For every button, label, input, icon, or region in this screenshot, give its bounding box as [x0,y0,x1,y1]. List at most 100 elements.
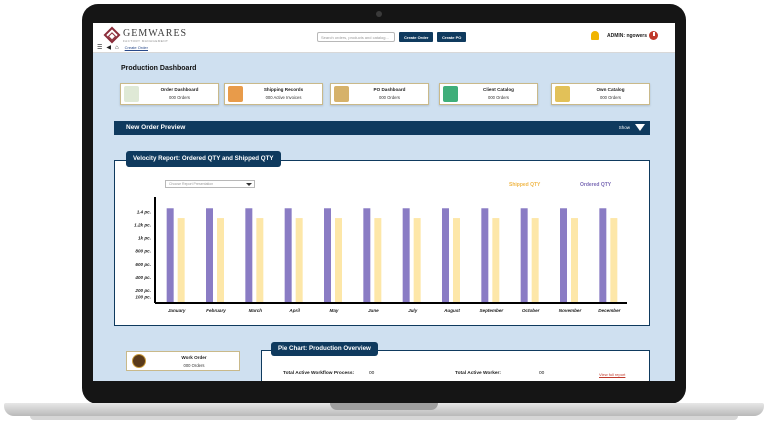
client-catalog-card[interactable]: Client Catalog 000 Orders [439,83,538,105]
work-order-sub: 000 Orders [183,363,205,368]
own-catalog-card[interactable]: Own Catalog 000 Orders [551,83,650,105]
page-title: Production Dashboard [121,65,197,72]
ordered-qty-bar [560,208,567,303]
client-catalog-icon [443,86,458,102]
work-order-title: Work Order [181,355,207,360]
select-arrow-icon [246,183,252,186]
nav-icons: ☰ ◀ ⌂ Create Order [97,44,148,52]
create-order-button[interactable]: Create Order [399,32,434,42]
shipped-qty-bar [295,218,303,303]
shipped-qty-bar [531,218,539,303]
ordered-qty-bar [206,208,213,303]
card-title: Client Catalog [483,87,514,92]
bell-icon[interactable] [591,31,599,40]
legend-shipped: Shipped QTY [509,182,541,188]
create-order-link[interactable]: Create Order [124,45,148,50]
top-bar: GEMWARES FACTORY MANAGEMENT ☰ ◀ ⌂ Create… [93,23,675,53]
y-tick-label: 100 pc. [135,294,151,299]
worker-label: Total Active Worker: [455,371,502,376]
select-placeholder: Choose Report Presentation [169,182,214,186]
card-sub: 000 Orders [488,95,509,100]
x-tick-label: May [330,308,339,313]
work-order-icon [132,354,146,368]
shipped-qty-bar [571,218,578,303]
show-toggle[interactable]: Show [618,125,630,130]
shipping-records-card[interactable]: Shipping Records 000 Active Invoices [224,83,323,105]
velocity-chart: 100 pc.200 pc. 400 pc. 600 pc. 800 pc. 1k pc… [134,197,627,313]
x-tick-label: October [522,308,540,313]
ordered-qty-bar [324,208,331,303]
y-tick-label: 200 pc. [134,288,151,293]
shipped-qty-bar [256,218,264,303]
legend-ordered: Ordered QTY [580,182,612,188]
x-tick-label: July [408,308,418,313]
workflow-value: 00 [369,371,375,376]
ordered-qty-bar [402,208,410,303]
card-sub: 000 Active Invoices [265,95,302,100]
x-tick-label: September [479,308,503,313]
ordered-qty-bar [599,208,607,303]
ordered-qty-bar [363,208,371,303]
new-order-preview-bar[interactable]: New Order Preview Show [114,121,650,135]
menu-icon[interactable]: ☰ [97,45,103,51]
card-title: PO Dashboard [373,87,406,92]
ordered-qty-bar [245,208,253,303]
shipped-qty-bar [413,218,421,303]
x-tick-label: August [443,308,460,313]
ordered-qty-bar [284,208,292,303]
po-document-icon [334,86,349,102]
report-presentation-select[interactable]: Choose Report Presentation [165,180,255,188]
preview-title: New Order Preview [126,124,186,131]
y-tick-label: 600 pc. [135,262,151,267]
chart-title: Velocity Report: Ordered QTY and Shipped… [126,151,281,167]
y-tick-label: 1.4 pc. [137,210,151,215]
card-title: Order Dashboard [160,87,199,92]
laptop-notch [330,403,438,410]
search-input[interactable]: Search orders, products and catalog... [317,32,395,42]
x-tick-label: March [249,308,263,313]
camera-icon [376,11,382,17]
shipped-qty-bar [453,218,460,303]
shipped-qty-bar [177,218,185,303]
logo-tagline: FACTORY MANAGEMENT [123,39,169,43]
app-screen: GEMWARES FACTORY MANAGEMENT ☰ ◀ ⌂ Create… [93,23,675,381]
y-tick-label: 1k pc. [138,236,151,241]
x-tick-label: February [206,308,226,313]
x-tick-label: April [288,308,300,313]
view-full-report-link[interactable]: View full report [599,372,626,377]
shipped-qty-bar [335,218,342,303]
x-tick-label: June [368,308,379,313]
po-dashboard-card[interactable]: PO Dashboard 000 Orders [330,83,429,105]
admin-label[interactable]: ADMIN: ngowers [607,33,647,39]
clipboard-icon [124,86,139,102]
back-icon[interactable]: ◀ [106,45,112,51]
order-dashboard-card[interactable]: Order Dashboard 000 Orders [120,83,219,105]
card-title: Shipping Records [263,87,304,92]
power-icon[interactable] [649,31,658,40]
y-tick-label: 400 pc. [134,275,151,280]
home-icon[interactable]: ⌂ [115,44,119,51]
work-order-card[interactable]: Work Order 000 Orders [126,351,240,371]
x-tick-label: November [559,308,582,313]
create-po-button[interactable]: Create PO [437,32,467,42]
shipped-qty-bar [217,218,224,303]
velocity-chart-panel: 100 pc. 200 pc. 400 pc. 600 pc. 800 pc. 1k pc… [114,160,650,326]
worker-value: 00 [539,371,545,376]
x-tick-label: December [598,308,620,313]
logo-text: GEMWARES [123,28,188,39]
y-tick-label: 1.2k pc. [134,223,151,228]
shipped-qty-bar [374,218,382,303]
chevron-down-icon[interactable] [635,124,645,131]
laptop-shadow [30,416,738,420]
shipped-qty-bar [610,218,618,303]
card-title: Own Catalog [596,87,625,92]
y-tick-label: 800 pc. [135,249,151,254]
workflow-label: Total Active Workflow Process: [283,371,355,376]
ordered-qty-bar [520,208,528,303]
card-sub: 000 Orders [169,95,190,100]
x-tick-label: January [168,308,186,313]
ordered-qty-bar [481,208,489,303]
shipped-qty-bar [492,218,500,303]
card-sub: 000 Orders [600,95,621,100]
own-catalog-icon [555,86,570,102]
